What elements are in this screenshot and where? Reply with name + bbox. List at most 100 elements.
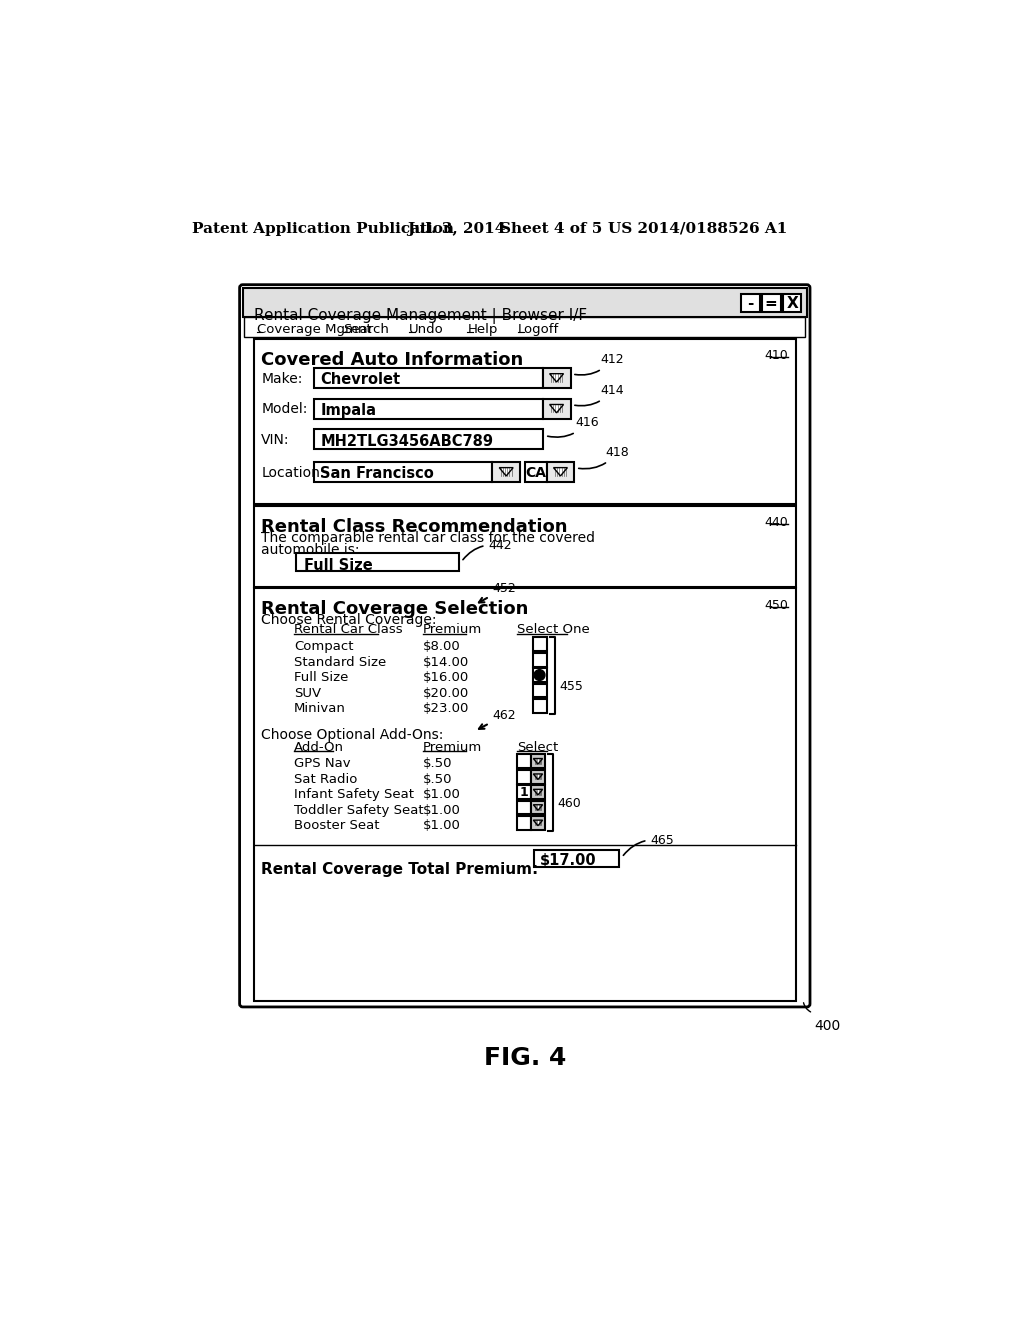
Text: $.50: $.50 [423,758,452,771]
Polygon shape [550,374,563,381]
Text: Help: Help [467,323,498,337]
Text: 450: 450 [765,599,788,612]
Text: X: X [786,296,798,310]
Polygon shape [550,404,563,413]
Text: Coverage Mgmnt: Coverage Mgmnt [257,323,372,337]
Text: $16.00: $16.00 [423,671,469,684]
Circle shape [535,669,545,681]
Text: CA: CA [525,466,546,480]
Bar [517,785,531,799]
Text: Rental Class Recommendation: Rental Class Recommendation [261,517,567,536]
Text: San Francisco: San Francisco [321,466,434,482]
Bar [532,700,547,713]
Text: 465: 465 [624,834,674,855]
Text: Full Size: Full Size [294,671,348,684]
Text: Logoff: Logoff [518,323,559,337]
Bar [762,294,780,313]
Text: $8.00: $8.00 [423,640,460,653]
Bar [517,816,531,830]
Bar [254,339,796,504]
Text: 452: 452 [479,582,516,602]
Text: Make:: Make: [261,372,303,385]
Bar [783,294,802,313]
Text: FIG. 4: FIG. 4 [483,1047,566,1071]
Text: The comparable rental car class for the covered: The comparable rental car class for the … [261,531,595,545]
Bar [531,800,545,814]
Bar [543,368,570,388]
Text: 416: 416 [548,416,599,437]
Text: Rental Coverage Management | Browser I/F: Rental Coverage Management | Browser I/F [254,308,587,323]
Text: $14.00: $14.00 [423,656,469,669]
Text: Undo: Undo [410,323,444,337]
Text: Rental Coverage Selection: Rental Coverage Selection [261,601,528,618]
Polygon shape [534,805,543,810]
Text: $20.00: $20.00 [423,686,469,700]
Text: Rental Car Class: Rental Car Class [294,623,402,636]
Text: Full Size: Full Size [304,558,373,573]
Text: Patent Application Publication: Patent Application Publication [191,222,454,235]
Text: Infant Safety Seat: Infant Safety Seat [294,788,414,801]
Text: 455: 455 [559,680,583,693]
Bar [314,462,493,482]
Text: $1.00: $1.00 [423,788,461,801]
Polygon shape [534,774,543,780]
Bar [531,816,545,830]
Bar [314,429,543,449]
Bar [314,368,543,388]
Text: 462: 462 [479,709,516,729]
Text: Sheet 4 of 5: Sheet 4 of 5 [500,222,602,235]
Text: $1.00: $1.00 [423,804,461,817]
Text: Select One: Select One [517,623,590,636]
Text: Rental Coverage Total Premium:: Rental Coverage Total Premium: [261,862,539,878]
Bar [543,399,570,418]
Text: SUV: SUV [294,686,321,700]
Bar [243,288,807,317]
Bar [531,755,545,768]
Bar [314,399,543,418]
Bar [296,553,459,572]
Bar [524,462,547,482]
Polygon shape [534,759,543,764]
Bar [517,755,531,768]
Text: Minivan: Minivan [294,702,346,715]
Text: =: = [765,296,777,310]
Text: 414: 414 [574,384,624,405]
Bar [531,770,545,784]
Text: 440: 440 [765,516,788,529]
Text: Covered Auto Information: Covered Auto Information [261,351,523,368]
Text: Choose Optional Add-Ons:: Choose Optional Add-Ons: [261,729,443,742]
Text: -: - [748,296,754,310]
Text: $17.00: $17.00 [541,853,597,869]
Text: automobile is:: automobile is: [261,543,359,557]
Text: Add-On: Add-On [294,741,344,754]
Text: Toddler Safety Seat: Toddler Safety Seat [294,804,424,817]
Text: Sat Radio: Sat Radio [294,774,357,785]
Bar [254,506,796,586]
Text: VIN:: VIN: [261,433,290,447]
Text: Select: Select [517,741,558,754]
Text: 460: 460 [557,797,581,809]
Text: Search: Search [343,323,389,337]
Text: $1.00: $1.00 [423,818,461,832]
Bar [532,684,547,697]
Text: Jul. 3, 2014: Jul. 3, 2014 [407,222,506,235]
Bar [493,462,520,482]
Text: 412: 412 [574,354,624,375]
Polygon shape [554,467,567,477]
Text: 418: 418 [579,446,629,469]
Text: MH2TLG3456ABC789: MH2TLG3456ABC789 [321,434,494,449]
Bar [535,850,620,867]
FancyBboxPatch shape [240,285,810,1007]
Text: Chevrolet: Chevrolet [321,372,400,388]
Text: GPS Nav: GPS Nav [294,758,350,771]
Polygon shape [500,467,513,477]
Text: US 2014/0188526 A1: US 2014/0188526 A1 [608,222,787,235]
Text: Choose Rental Coverage:: Choose Rental Coverage: [261,612,437,627]
Text: Booster Seat: Booster Seat [294,818,379,832]
Bar [517,770,531,784]
Polygon shape [534,820,543,826]
Text: Premium: Premium [423,623,481,636]
Text: Model:: Model: [261,403,307,417]
Text: Location:: Location: [261,466,325,479]
Text: $23.00: $23.00 [423,702,469,715]
